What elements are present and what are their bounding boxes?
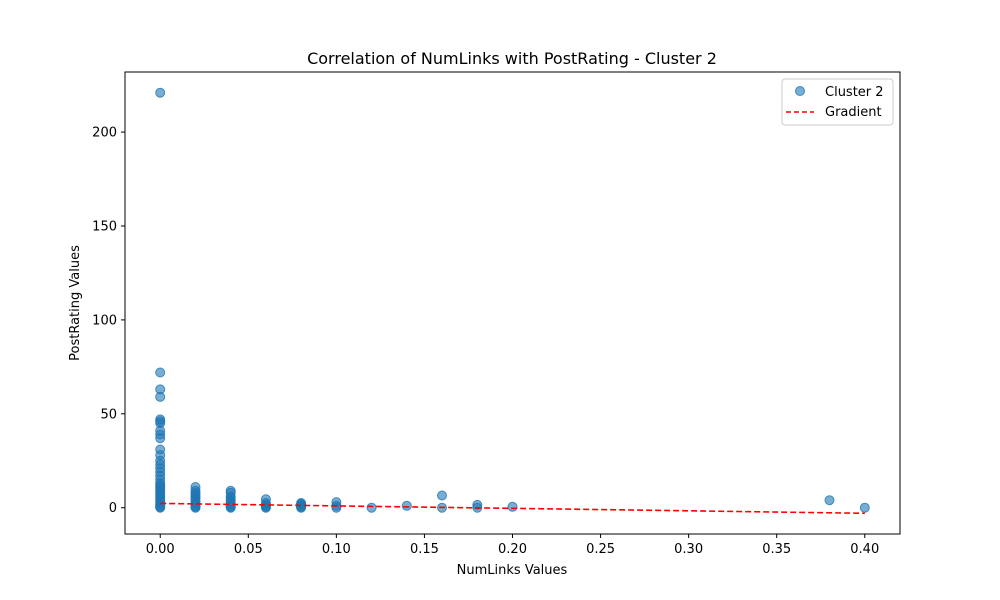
scatter-point xyxy=(225,502,236,513)
y-tick-label: 0 xyxy=(109,501,117,516)
x-tick-label: 0.20 xyxy=(498,542,527,557)
scatter-point xyxy=(437,490,447,501)
legend-label-gradient: Gradient xyxy=(825,105,882,120)
y-axis: 0 50 100 150 200 xyxy=(92,126,125,516)
gradient-line xyxy=(160,502,865,515)
x-tick-label: 0.00 xyxy=(146,542,175,557)
scatter-point xyxy=(190,502,201,513)
legend-label-cluster-2: Cluster 2 xyxy=(825,85,884,100)
scatter-point xyxy=(155,87,166,98)
scatter-point xyxy=(155,367,166,378)
y-tick-label: 50 xyxy=(100,407,117,422)
x-tick-label: 0.15 xyxy=(410,542,439,557)
legend-marker-cluster-2 xyxy=(795,86,805,96)
scatter-point xyxy=(155,502,166,513)
x-tick-label: 0.35 xyxy=(762,542,791,557)
x-tick-label: 0.40 xyxy=(850,542,879,557)
scatter-point xyxy=(155,391,166,402)
x-axis: 0.00 0.05 0.10 0.15 0.20 0.25 0.30 0.35 0.40 xyxy=(146,534,879,557)
legend-frame xyxy=(781,78,894,126)
y-tick-label: 200 xyxy=(92,126,117,141)
scatter-point xyxy=(331,502,342,513)
y-tick-label: 100 xyxy=(92,313,117,328)
x-tick-label: 0.05 xyxy=(234,542,263,557)
legend: Cluster 2 Gradient xyxy=(781,78,894,126)
x-tick-label: 0.30 xyxy=(674,542,703,557)
plot-area xyxy=(155,87,870,515)
y-axis-label: PostRating Values xyxy=(68,245,83,361)
scatter-point xyxy=(507,501,518,512)
scatter-point xyxy=(859,502,870,513)
scatter-point xyxy=(366,502,377,513)
x-tick-label: 0.25 xyxy=(586,542,615,557)
x-tick-label: 0.10 xyxy=(322,542,351,557)
scatter-point xyxy=(155,433,166,444)
chart-title: Correlation of NumLinks with PostRating … xyxy=(307,49,717,68)
x-axis-label: NumLinks Values xyxy=(457,563,568,578)
y-tick-label: 150 xyxy=(92,220,117,235)
scatter-point xyxy=(401,500,412,511)
scatter-point xyxy=(824,495,835,506)
plot-frame xyxy=(124,71,901,535)
